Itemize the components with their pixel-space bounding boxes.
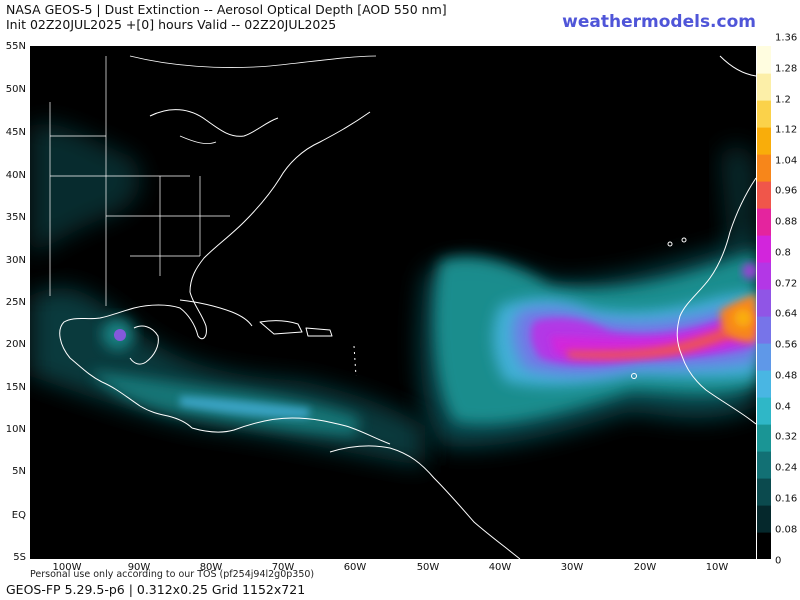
lat-label: 15N <box>5 382 26 393</box>
colorbar-tick: 0.24 <box>775 462 798 474</box>
colorbar-tick: 1.12 <box>775 124 798 136</box>
coastline-layer <box>49 55 756 559</box>
colorbar-segment <box>757 208 771 236</box>
lat-label: 40N <box>5 170 26 181</box>
lon-label: 70W <box>271 562 295 573</box>
colorbar-segment <box>757 235 771 263</box>
lon-label: 60W <box>343 562 367 573</box>
lat-label: 25N <box>5 297 26 308</box>
lon-label: 90W <box>127 562 151 573</box>
colorbar-segment <box>757 289 771 317</box>
lat-label: 5N <box>12 466 26 477</box>
colorbar-segment <box>757 181 771 209</box>
colorbar-tick: 0.48 <box>775 370 798 382</box>
colorbar-tick: 0.4 <box>775 401 791 413</box>
lon-label: 10W <box>705 562 729 573</box>
colorbar-segment <box>757 100 771 128</box>
colorbar-segment <box>757 343 771 371</box>
map-title: NASA GEOS-5 | Dust Extinction -- Aerosol… <box>6 2 447 17</box>
colorbar-tick: 1.36 <box>775 32 798 44</box>
lat-label: 20N <box>5 339 26 350</box>
lon-label: 20W <box>633 562 657 573</box>
colorbar-segment <box>757 154 771 182</box>
colorbar-tick: 0.08 <box>775 524 798 536</box>
lon-label: 80W <box>199 562 223 573</box>
lon-label: 100W <box>52 562 82 573</box>
colorbar-segment <box>757 370 771 398</box>
lat-label: EQ <box>11 510 26 521</box>
colorbar-tick: 0.16 <box>775 493 798 505</box>
lat-label: 5S <box>13 552 26 563</box>
colorbar-segment <box>757 262 771 290</box>
colorbar-segment <box>757 424 771 452</box>
lat-label: 45N <box>5 127 26 138</box>
dust-plume-layer <box>30 123 756 466</box>
lon-label: 50W <box>416 562 440 573</box>
colorbar-segment <box>757 532 771 559</box>
colorbar-tick: 0.88 <box>775 216 798 228</box>
lon-label: 30W <box>560 562 584 573</box>
lat-label: 10N <box>5 424 26 435</box>
colorbar-segment <box>757 397 771 425</box>
colorbar-segment <box>757 478 771 506</box>
colorbar-tick: 0.64 <box>775 308 798 320</box>
colorbar-tick: 1.28 <box>775 63 798 75</box>
colorbar-tick: 1.04 <box>775 155 798 167</box>
lat-label: 30N <box>5 255 26 266</box>
colorbar-tick: 1.2 <box>775 94 791 106</box>
colorbar-segment <box>757 505 771 533</box>
colorbar-tick: 0.56 <box>775 339 798 351</box>
colorbar-segment <box>757 316 771 344</box>
map-subtitle: Init 02Z20JUL2025 +[0] hours Valid -- 02… <box>6 17 337 32</box>
colorbar-segment <box>757 46 771 74</box>
colorbar-tick: 0.32 <box>775 431 798 443</box>
tos-notice: Personal use only according to our TOS (… <box>30 569 315 580</box>
colorbar-tick: 0.72 <box>775 278 798 290</box>
aod-colorbar <box>757 46 771 559</box>
brand-logo-text[interactable]: weathermodels.com <box>562 12 756 32</box>
colorbar-tick: 0.96 <box>775 185 798 197</box>
lon-label: 40W <box>488 562 512 573</box>
lat-label: 35N <box>5 212 26 223</box>
lat-label: 55N <box>5 41 26 52</box>
model-info: GEOS-FP 5.29.5-p6 | 0.312x0.25 Grid 1152… <box>6 582 306 597</box>
colorbar-segment <box>757 73 771 101</box>
colorbar-segment <box>757 127 771 155</box>
colorbar-tick: 0 <box>775 555 782 567</box>
dust-aod-map <box>30 46 756 559</box>
lat-label: 50N <box>5 84 26 95</box>
colorbar-segment <box>757 451 771 479</box>
colorbar-tick: 0.8 <box>775 247 791 259</box>
